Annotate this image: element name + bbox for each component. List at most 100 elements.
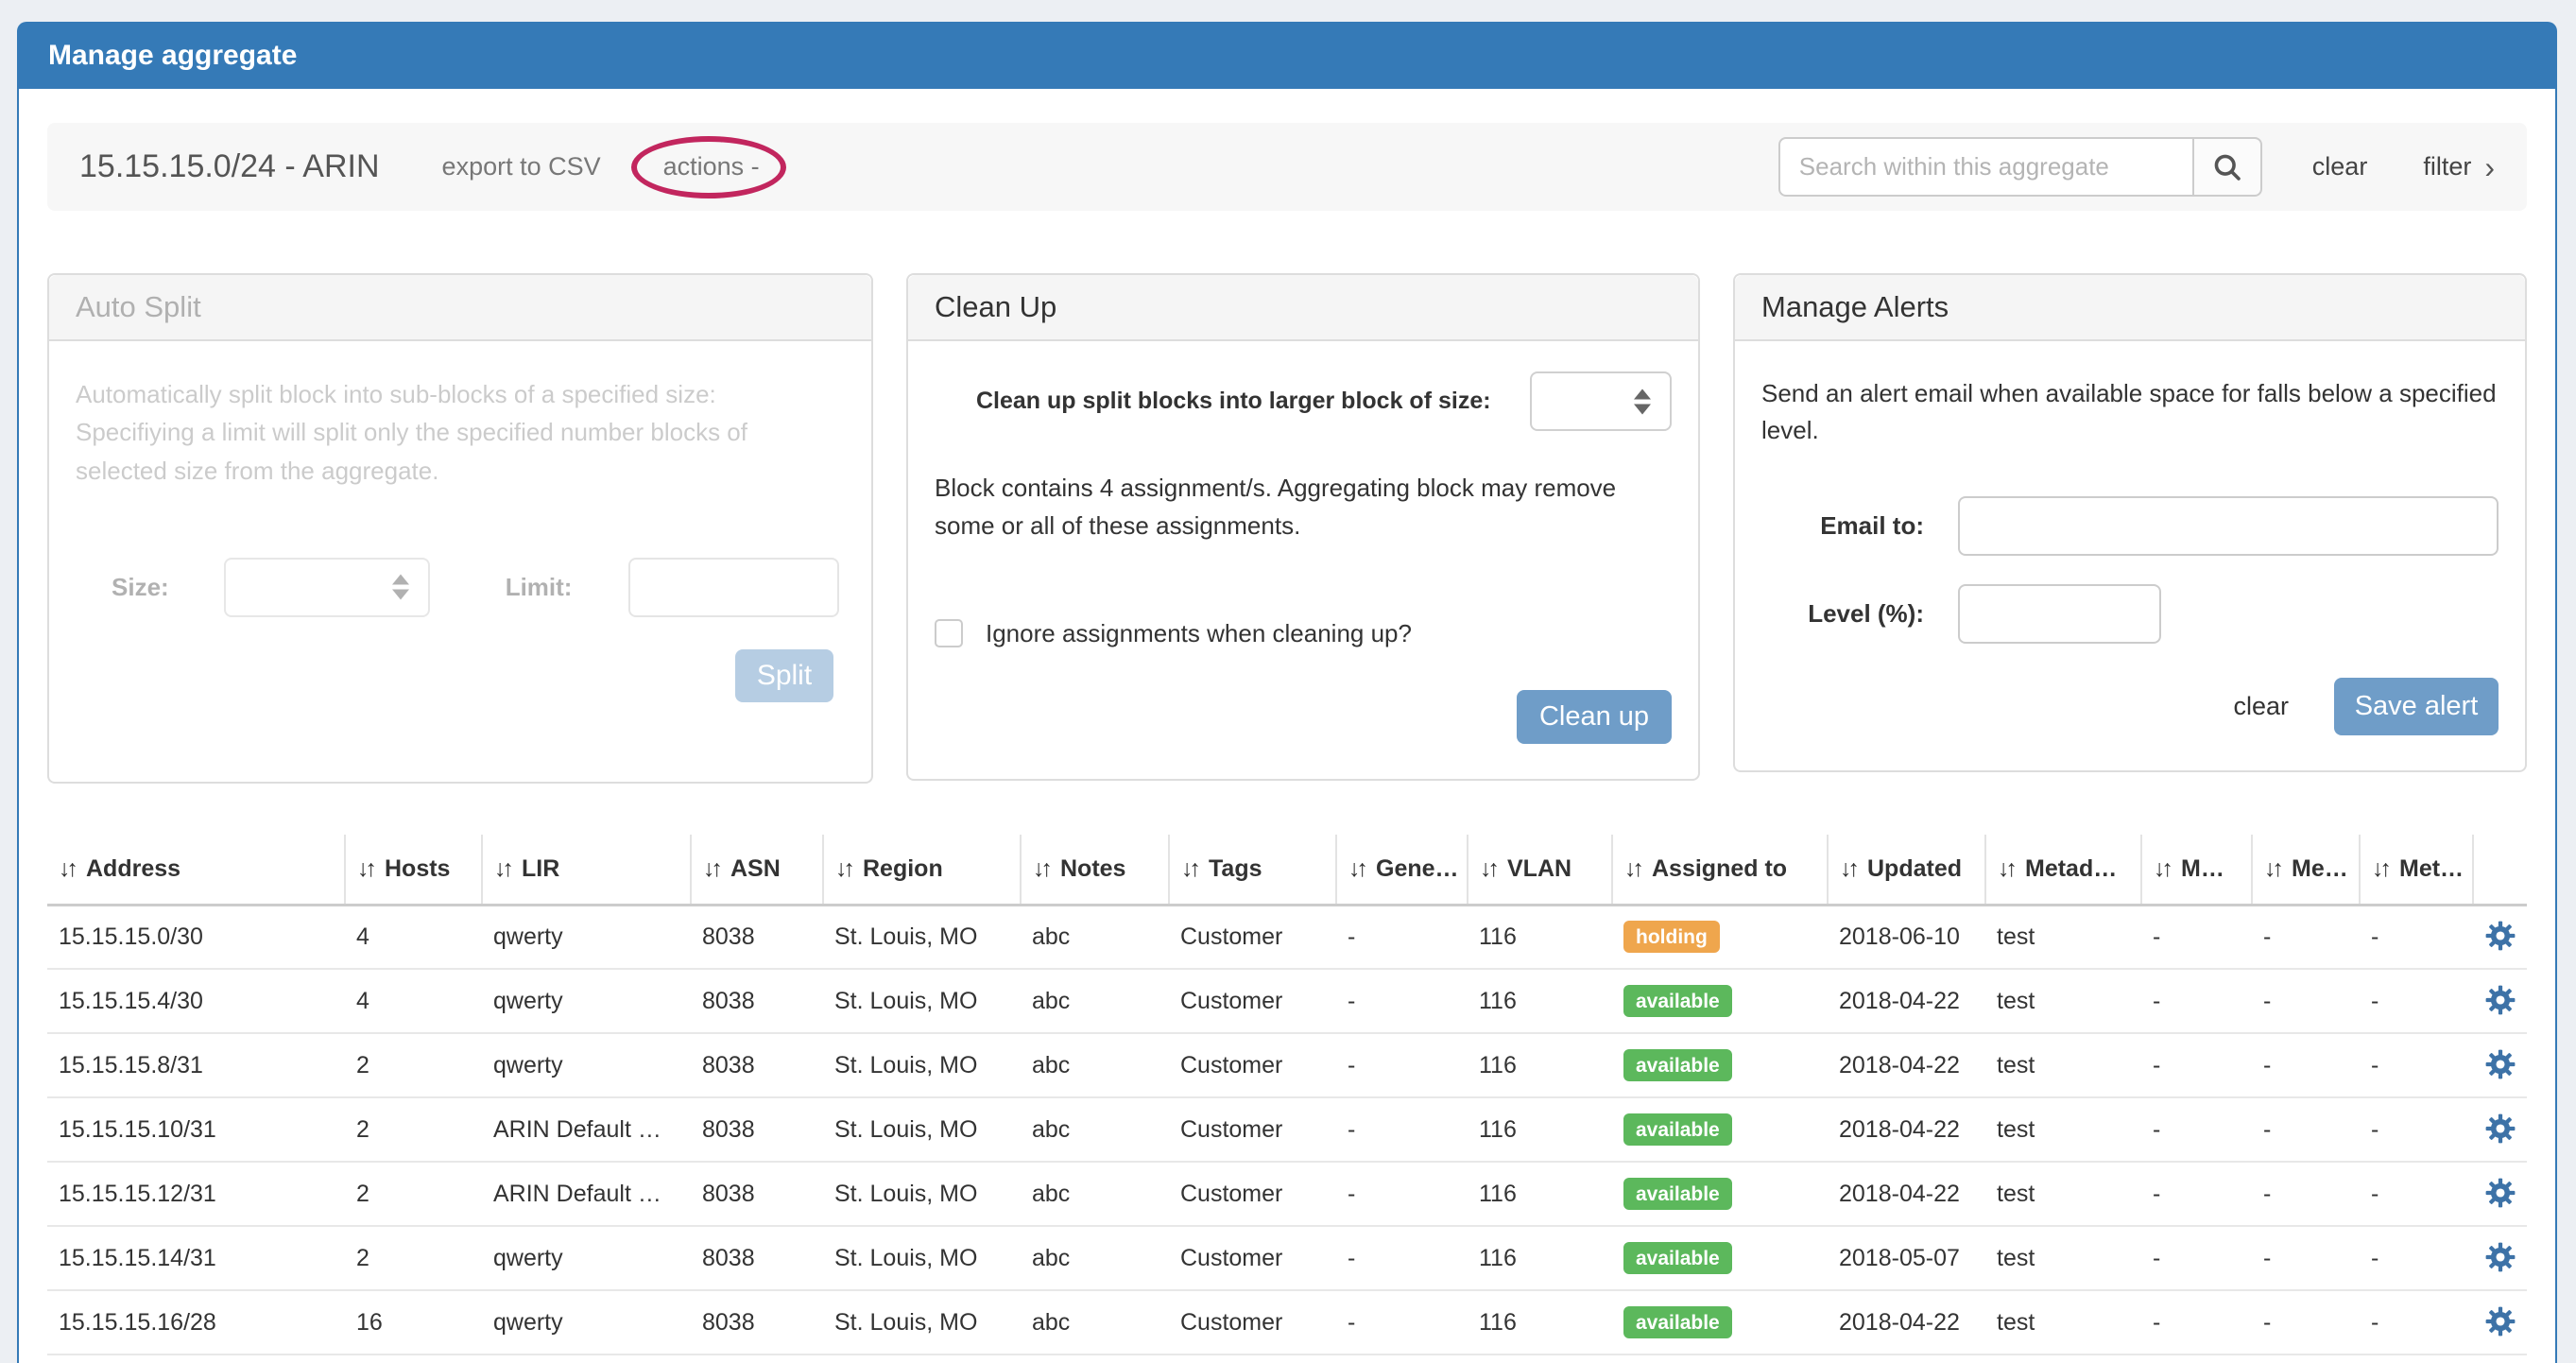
- actions-dropdown[interactable]: actions -: [662, 152, 760, 181]
- row-actions-gear-icon[interactable]: [2481, 916, 2520, 956]
- auto-split-description: Automatically split block into sub-block…: [76, 380, 747, 485]
- row-actions-gear-icon[interactable]: [2481, 1044, 2520, 1084]
- table-cell: -: [2141, 969, 2252, 1034]
- row-actions-cell: [2473, 905, 2527, 970]
- cell-assigned-to: available: [1612, 969, 1828, 1034]
- table-cell: -: [2360, 1033, 2473, 1098]
- cell-assigned-to: holding: [1612, 905, 1828, 970]
- column-label: Hosts: [385, 854, 451, 882]
- table-cell: 2018-06-10: [1828, 905, 1985, 970]
- table-cell: -: [2252, 1033, 2360, 1098]
- sort-icon: ↓↑: [1998, 854, 2018, 882]
- column-header-notes[interactable]: ↓↑ Notes: [1020, 835, 1169, 906]
- search-input[interactable]: [1777, 137, 2192, 197]
- table-row: 15.15.15.14/31 2 qwerty 8038 St. Louis, MO ab…: [47, 1226, 2527, 1291]
- table-cell: 2018-04-22: [1828, 1162, 1985, 1227]
- row-actions-gear-icon[interactable]: [2481, 1237, 2520, 1277]
- table-cell: 116: [1468, 1097, 1612, 1163]
- column-header-updated[interactable]: ↓↑ Updated: [1827, 835, 1985, 906]
- table-cell: St. Louis, MO: [823, 1226, 1021, 1291]
- table-cell: ARIN Default …: [482, 1162, 691, 1227]
- clear-search-link[interactable]: clear: [2311, 152, 2368, 181]
- column-header-m[interactable]: ↓↑ M…: [2140, 835, 2252, 906]
- row-actions-gear-icon[interactable]: [2481, 1109, 2520, 1148]
- table-cell: -: [2141, 1162, 2252, 1227]
- cell-assigned-to: available: [1612, 1097, 1828, 1163]
- table-row: 15.15.15.10/31 2 ARIN Default … 8038 St. Lou…: [47, 1097, 2527, 1163]
- table-cell: 15.15.15.8/31: [47, 1033, 345, 1098]
- column-header-vlan[interactable]: ↓↑ VLAN: [1467, 835, 1612, 906]
- save-alert-button[interactable]: Save alert: [2334, 678, 2499, 735]
- table-cell: 4: [345, 969, 482, 1034]
- table-cell: 116: [1468, 1162, 1612, 1227]
- alert-clear-link[interactable]: clear: [2233, 692, 2289, 720]
- table-cell: -: [2141, 1033, 2252, 1098]
- table-cell: 15.15.15.4/30: [47, 969, 345, 1034]
- table-cell: St. Louis, MO: [823, 969, 1021, 1034]
- export-csv-link[interactable]: export to CSV: [441, 152, 601, 181]
- table-cell: abc: [1021, 969, 1169, 1034]
- search-group: [1777, 137, 2262, 197]
- row-actions-cell: [2473, 969, 2527, 1034]
- column-header-met[interactable]: ↓↑ Met…: [2359, 835, 2473, 906]
- manage-alerts-header: Manage Alerts: [1735, 275, 2525, 341]
- column-header-assigned-to[interactable]: ↓↑ Assigned to: [1611, 835, 1828, 906]
- cards-row: Auto Split Automatically split block int…: [47, 273, 2527, 784]
- column-label: VLAN: [1507, 854, 1572, 882]
- ignore-assignments-checkbox[interactable]: [935, 619, 963, 648]
- select-steppers-icon: [391, 574, 409, 600]
- table-cell: Customer: [1169, 969, 1336, 1034]
- column-header-tags[interactable]: ↓↑ Tags: [1168, 835, 1336, 906]
- column-header-gene[interactable]: ↓↑ Gene…: [1335, 835, 1468, 906]
- status-badge: available: [1623, 1242, 1732, 1274]
- table-cell: 2: [345, 1033, 482, 1098]
- table-cell: -: [2252, 1162, 2360, 1227]
- chevron-right-icon: ›: [2484, 149, 2495, 184]
- column-label: Met…: [2399, 854, 2464, 882]
- email-field[interactable]: [1958, 496, 2499, 556]
- column-header-metad[interactable]: ↓↑ Metad…: [1984, 835, 2141, 906]
- column-header-asn[interactable]: ↓↑ ASN: [690, 835, 823, 906]
- row-actions-gear-icon[interactable]: [2481, 980, 2520, 1020]
- row-actions-gear-icon[interactable]: [2481, 1302, 2520, 1341]
- size-label: Size:: [112, 572, 169, 601]
- column-header-address[interactable]: ↓↑ Address: [47, 835, 345, 906]
- table-cell: 116: [1468, 1033, 1612, 1098]
- table-cell: 2018-04-22: [1828, 1097, 1985, 1163]
- column-header-lir[interactable]: ↓↑ LIR: [481, 835, 691, 906]
- row-actions-gear-icon[interactable]: [2481, 1173, 2520, 1213]
- actions-dropdown-wrap: actions -: [630, 135, 786, 198]
- column-label: Gene…: [1376, 854, 1459, 882]
- limit-input[interactable]: [628, 557, 840, 617]
- search-button[interactable]: [2191, 137, 2262, 197]
- column-header-me[interactable]: ↓↑ Me…: [2251, 835, 2360, 906]
- filter-link[interactable]: filter ›: [2423, 152, 2495, 182]
- row-actions-cell: [2473, 1290, 2527, 1355]
- table-cell: 8038: [691, 1097, 823, 1163]
- status-badge: available: [1623, 1113, 1732, 1146]
- table-cell: 2018-04-22: [1828, 1290, 1985, 1355]
- manage-alerts-panel: Manage Alerts Send an alert email when a…: [1733, 273, 2527, 772]
- table-cell: test: [1985, 1162, 2141, 1227]
- email-row: Email to:: [1761, 496, 2499, 556]
- column-header-region[interactable]: ↓↑ Region: [822, 835, 1021, 906]
- clean-up-size-select[interactable]: [1530, 371, 1672, 431]
- column-header-row-actions: [2472, 835, 2527, 906]
- table-cell: abc: [1021, 1162, 1169, 1227]
- table-cell: 116: [1468, 969, 1612, 1034]
- level-field[interactable]: [1958, 584, 2161, 644]
- size-select[interactable]: [223, 557, 430, 617]
- clean-up-button[interactable]: Clean up: [1517, 689, 1672, 744]
- table-cell: test: [1985, 905, 2141, 970]
- table-cell: test: [1985, 1033, 2141, 1098]
- sort-icon: ↓↑: [2372, 854, 2392, 882]
- table-cell: 2: [345, 1097, 482, 1163]
- table-cell: qwerty: [482, 1226, 691, 1291]
- status-badge: holding: [1623, 921, 1720, 954]
- auto-split-body: Automatically split block into sub-block…: [49, 341, 871, 729]
- column-header-hosts[interactable]: ↓↑ Hosts: [344, 835, 482, 906]
- search-icon: [2214, 154, 2241, 181]
- table-cell: Customer: [1169, 1226, 1336, 1291]
- table-row: 15.15.15.4/30 4 qwerty 8038 St. Louis, MO abc…: [47, 969, 2527, 1034]
- table-cell: abc: [1021, 1290, 1169, 1355]
